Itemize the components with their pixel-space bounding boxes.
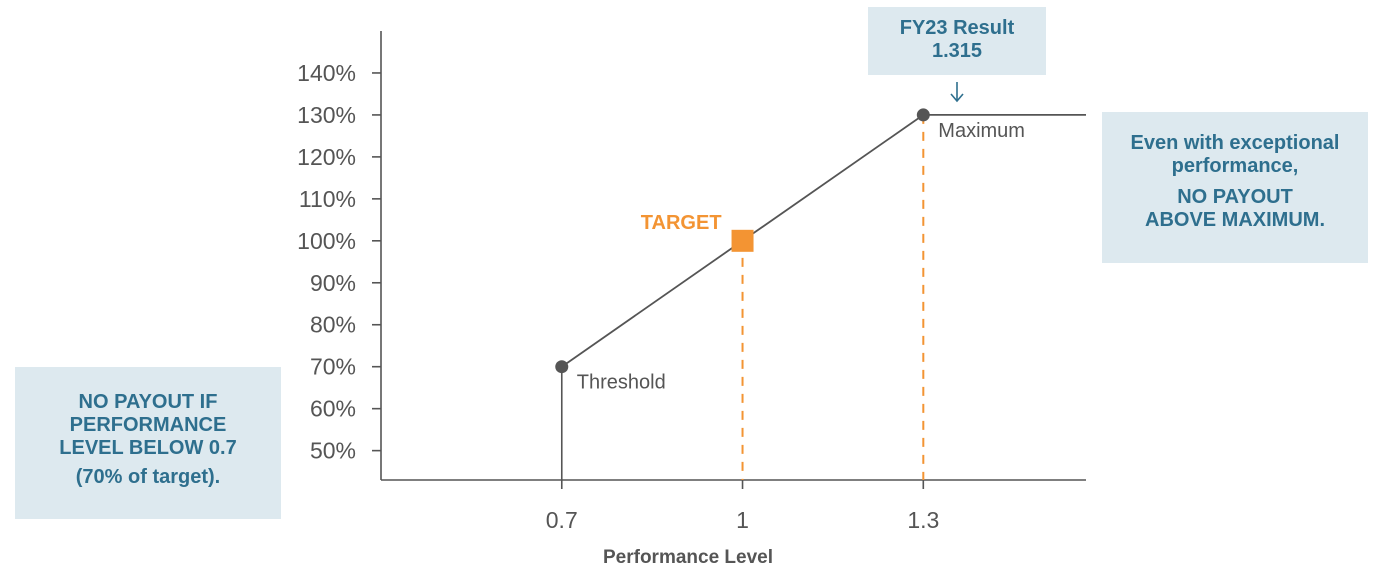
x-tick-label: 1.3 xyxy=(907,507,939,533)
callout-left-line2: PERFORMANCE xyxy=(69,414,227,436)
callout-right-line4: ABOVE MAXIMUM. xyxy=(1145,209,1325,231)
callout-right-line1: Even with exceptional xyxy=(1130,132,1340,154)
y-tick-label: 50% xyxy=(310,438,356,464)
y-tick-label: 90% xyxy=(310,270,356,296)
y-tick-label: 80% xyxy=(310,312,356,338)
callout-left-line3: LEVEL BELOW 0.7 xyxy=(59,437,237,459)
x-tick-label: 1 xyxy=(736,507,749,533)
x-tick-label: 0.7 xyxy=(546,507,578,533)
plot-layer xyxy=(555,108,1086,480)
maximum-marker xyxy=(916,108,930,122)
callout-right-line3: NO PAYOUT xyxy=(1177,186,1293,208)
y-tick-label: 70% xyxy=(310,354,356,380)
threshold-label: Threshold xyxy=(577,372,666,394)
x-axis-label: Performance Level xyxy=(603,547,773,568)
down-arrow-icon xyxy=(950,82,964,103)
payout-curve-line xyxy=(561,114,1086,368)
callout-right-line2: performance, xyxy=(1171,155,1299,177)
y-tick-label: 140% xyxy=(297,60,356,86)
callout-no-payout-threshold: NO PAYOUT IF PERFORMANCE LEVEL BELOW 0.7… xyxy=(15,367,281,519)
y-tick-label: 130% xyxy=(297,102,356,128)
maximum-label: Maximum xyxy=(938,120,1025,142)
y-tick-label: 100% xyxy=(297,228,356,254)
threshold-marker xyxy=(555,360,569,374)
target-label: TARGET xyxy=(641,212,722,234)
callout-left-line1: NO PAYOUT IF xyxy=(78,391,218,413)
y-tick-label: 60% xyxy=(310,396,356,422)
callout-no-payout-maximum: Even with exceptional performance, NO PA… xyxy=(1102,112,1368,263)
callout-top-line2: 1.315 xyxy=(931,40,983,62)
y-tick-label: 110% xyxy=(299,186,356,212)
y-tick-label: 120% xyxy=(297,144,356,170)
target-marker xyxy=(731,229,754,252)
label-layer: 50% 60% 70% 80% 90% 100% 110% 120% 130% 140% 0.7 1 1… xyxy=(297,60,1025,533)
callout-fy23-result: FY23 Result 1.315 xyxy=(868,7,1046,75)
callout-left-line4: (70% of target). xyxy=(75,466,221,488)
axes-layer xyxy=(372,31,1086,489)
callout-top-line1: FY23 Result xyxy=(899,17,1015,39)
